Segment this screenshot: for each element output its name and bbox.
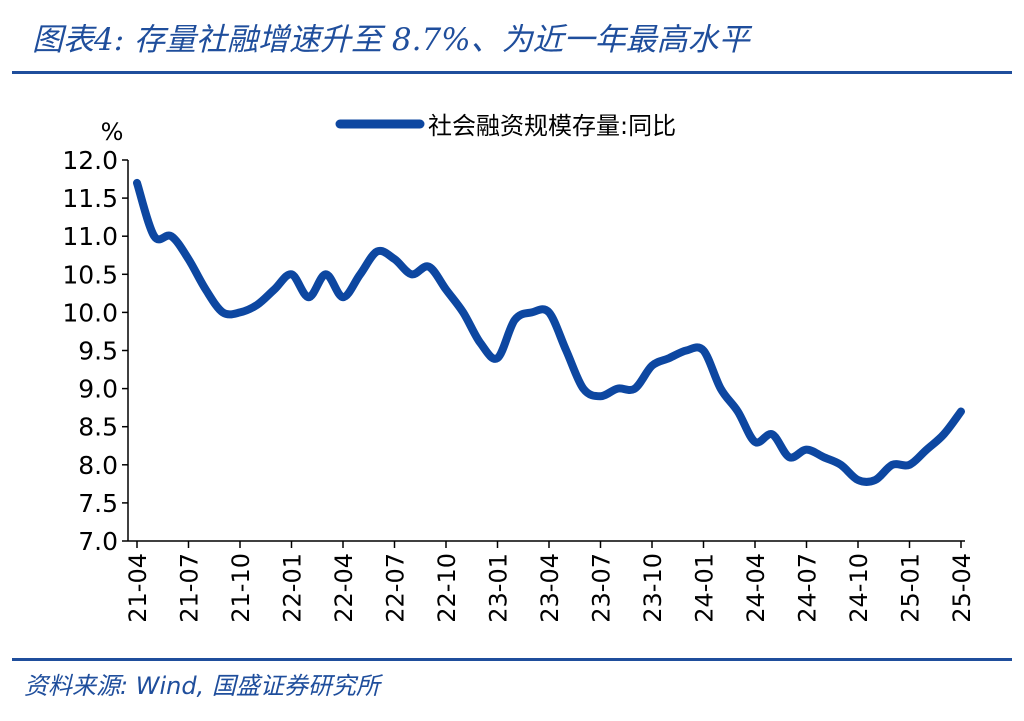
x-tick-label: 21-04	[124, 553, 152, 623]
x-tick-label: 25-04	[948, 553, 976, 623]
x-tick-label: 22-07	[382, 553, 410, 623]
y-tick-label: 12.0	[62, 146, 118, 175]
y-tick-label: 7.0	[78, 527, 118, 556]
y-tick-label: 11.0	[62, 222, 118, 251]
x-tick-label: 23-07	[588, 553, 616, 623]
x-tick-label: 23-01	[485, 553, 513, 623]
page-title: 图表4: 存量社融增速升至 8.7%、为近一年最高水平	[32, 22, 750, 58]
x-tick-label: 23-04	[536, 553, 564, 623]
y-tick-label: 11.5	[62, 184, 118, 213]
y-tick-label: 7.5	[78, 489, 118, 518]
x-tick-label: 24-07	[794, 553, 822, 623]
x-tick-label: 24-01	[691, 553, 719, 623]
series-line	[133, 178, 965, 486]
x-tick-label: 21-10	[227, 553, 255, 623]
x-tick-label: 22-01	[279, 553, 307, 623]
y-axis-unit: %	[101, 118, 124, 146]
x-tick-labels: 21-04 21-07 21-10 22-01 22-04 22-07 22-10 23-01…	[124, 553, 976, 623]
x-tick-label: 25-01	[897, 553, 925, 623]
y-tick-label: 9.5	[78, 337, 118, 366]
x-tick-label: 24-04	[742, 553, 770, 623]
title-divider	[12, 71, 1012, 74]
footer-divider	[12, 658, 1012, 661]
y-tick-label: 10.0	[62, 298, 118, 327]
x-tick-label: 24-10	[845, 553, 873, 623]
chart-axes	[122, 159, 965, 548]
legend-label: 社会融资规模存量:同比	[428, 112, 676, 140]
y-tick-labels: 12.0 11.5 11.0 10.5 10.0 9.5 9.0 8.5 8.0 7.5 7.0	[62, 146, 118, 556]
source-note: 资料来源: Wind, 国盛证券研究所	[24, 672, 380, 700]
x-tick-label: 21-07	[176, 553, 204, 623]
y-tick-label: 8.5	[78, 413, 118, 442]
x-tick-label: 22-04	[330, 553, 358, 623]
legend: 社会融资规模存量:同比	[335, 112, 676, 140]
x-tick-label: 23-10	[639, 553, 667, 623]
y-tick-label: 9.0	[78, 375, 118, 404]
series-layer	[133, 178, 965, 486]
y-tick-label: 10.5	[62, 260, 118, 289]
x-tick-label: 22-10	[433, 553, 461, 623]
y-tick-label: 8.0	[78, 451, 118, 480]
